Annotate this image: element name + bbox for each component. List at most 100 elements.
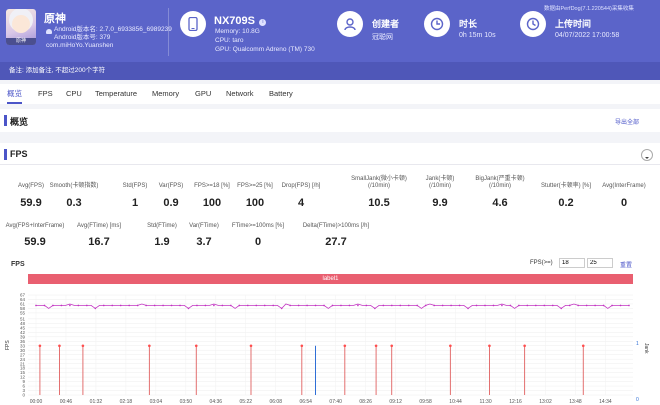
fps-point bbox=[382, 304, 385, 307]
fps-point bbox=[162, 304, 164, 307]
fps-point bbox=[585, 304, 588, 307]
fps-section: FPS Avg(FPS) 59.9 Smooth(卡顿指数) 0.3 Std(FPS) 1… bbox=[0, 143, 660, 255]
fps-point bbox=[365, 304, 368, 307]
fps-point bbox=[391, 304, 393, 307]
metric-value: 100 bbox=[245, 197, 265, 209]
app-icon: 原神 bbox=[6, 9, 36, 45]
metric-value: 27.7 bbox=[325, 236, 347, 248]
metric-value: 0 bbox=[254, 236, 262, 248]
y-tick-label: 30 bbox=[20, 348, 26, 353]
remark-text[interactable]: 备注: 添加备注, 不超过200个字符 bbox=[9, 67, 106, 74]
metric-value: 100 bbox=[202, 197, 222, 209]
metric-value: 1.9 bbox=[154, 236, 170, 248]
y-tick-label: 27 bbox=[20, 352, 26, 357]
x-tick-label: 05:22 bbox=[240, 399, 253, 405]
tab-network[interactable]: Network bbox=[226, 89, 254, 98]
jank-marker bbox=[194, 344, 198, 348]
y-tick-label: 6 bbox=[22, 384, 25, 389]
app-info: Android版本名: 2.7.0_6933856_6989239 Androi… bbox=[46, 26, 172, 50]
metric-label: Avg(FPS) bbox=[18, 183, 44, 189]
x-tick-label: 09:12 bbox=[389, 399, 402, 405]
y-tick-label: 39 bbox=[20, 334, 26, 339]
y-tick-label: 21 bbox=[20, 361, 26, 366]
x-tick-label: 08:26 bbox=[359, 399, 372, 405]
y-tick-label: 61 bbox=[20, 302, 26, 307]
fps-threshold-input-1[interactable] bbox=[559, 258, 585, 268]
tab-temperature[interactable]: Temperature bbox=[95, 89, 138, 98]
x-tick-label: 00:00 bbox=[30, 399, 43, 405]
tab-gpu[interactable]: GPU bbox=[195, 89, 212, 98]
metric-value: 59.9 bbox=[20, 197, 42, 209]
fps-threshold-label: FPS(>=) bbox=[530, 260, 553, 266]
fps-point bbox=[374, 307, 376, 310]
fps-point bbox=[543, 304, 546, 307]
fps-threshold-input-2[interactable] bbox=[587, 258, 613, 268]
metric-value: 0.2 bbox=[558, 197, 574, 209]
tab-memory[interactable]: Memory bbox=[152, 89, 180, 98]
collapse-button[interactable] bbox=[641, 149, 653, 161]
metric-label: Smooth(卡顿指数) bbox=[49, 183, 99, 189]
overview-title: 概览 bbox=[10, 117, 29, 127]
fps-point bbox=[94, 307, 97, 310]
tab-battery[interactable]: Battery bbox=[269, 89, 293, 98]
fps-point bbox=[179, 304, 181, 307]
x-tick-label: 09:58 bbox=[419, 399, 432, 405]
fps-point bbox=[297, 304, 300, 307]
fps-point bbox=[314, 304, 317, 307]
y-tick-label: 18 bbox=[20, 366, 26, 371]
fps-point bbox=[306, 304, 308, 307]
x-tick-label: 01:32 bbox=[90, 399, 103, 405]
metric-value: 4 bbox=[297, 197, 305, 209]
export-all-button[interactable]: 导出全部 bbox=[614, 120, 639, 126]
fps-point bbox=[69, 304, 71, 307]
fps-point bbox=[475, 304, 478, 307]
fps-point bbox=[187, 307, 190, 310]
fps-point bbox=[441, 304, 444, 307]
x-tick-label: 00:46 bbox=[60, 399, 73, 405]
tab-fps[interactable]: FPS bbox=[38, 89, 53, 98]
fps-point bbox=[484, 304, 486, 307]
y-tick-label: 33 bbox=[20, 343, 26, 348]
fps-point bbox=[357, 304, 359, 307]
metric-value: 0.3 bbox=[66, 197, 82, 209]
jank-marker bbox=[523, 344, 526, 348]
fps-point bbox=[43, 304, 46, 307]
fps-point bbox=[196, 304, 198, 307]
x-tick-label: 03:04 bbox=[150, 399, 163, 405]
fps-line-chart: 0369121518212427303336394245485155586164… bbox=[5, 293, 649, 405]
jank-marker bbox=[581, 344, 585, 348]
fps-point bbox=[340, 304, 342, 307]
x-tick-label: 13:48 bbox=[569, 399, 582, 405]
fps-point bbox=[136, 304, 139, 307]
fps-point bbox=[424, 304, 427, 307]
fps-point bbox=[238, 304, 241, 307]
fps-chart-panel: FPS FPS(>=) 重置 label1 036912151821242730… bbox=[0, 255, 660, 405]
fps-point bbox=[272, 304, 275, 307]
fps-point bbox=[416, 304, 419, 307]
metric-label: Delta(FTime)>100ms [/h] bbox=[302, 223, 370, 229]
tab-overview[interactable]: 概览 bbox=[7, 84, 22, 104]
remark-bar[interactable]: 备注: 添加备注, 不超过200个字符 bbox=[0, 62, 660, 80]
y-tick-label: 9 bbox=[22, 379, 25, 384]
y-tick-label: 3 bbox=[22, 388, 25, 393]
section-marker bbox=[4, 115, 7, 126]
fps-point bbox=[348, 304, 351, 307]
tab-cpu[interactable]: CPU bbox=[66, 89, 82, 98]
metric-label: FPS>=18 [%] bbox=[194, 183, 230, 189]
right-axis-title: Jank bbox=[643, 343, 649, 354]
reset-button[interactable]: 重置 bbox=[620, 263, 633, 269]
metric-label: Avg(FPS+InterFrame) bbox=[5, 223, 65, 229]
label-bar[interactable]: label1 bbox=[28, 274, 633, 284]
y-tick-label: 67 bbox=[20, 293, 26, 298]
fps-point bbox=[450, 304, 452, 307]
info-icon[interactable]: i bbox=[259, 19, 267, 26]
fps-point bbox=[509, 304, 512, 307]
fps-point bbox=[433, 304, 435, 307]
fps-point bbox=[628, 304, 630, 307]
y-tick-label: 36 bbox=[20, 339, 26, 344]
fps-point bbox=[246, 304, 249, 307]
jank-marker bbox=[300, 344, 304, 348]
y-tick-label: 0 bbox=[22, 393, 25, 398]
jank-marker bbox=[374, 344, 378, 348]
y-tick-label: 51 bbox=[20, 316, 26, 321]
